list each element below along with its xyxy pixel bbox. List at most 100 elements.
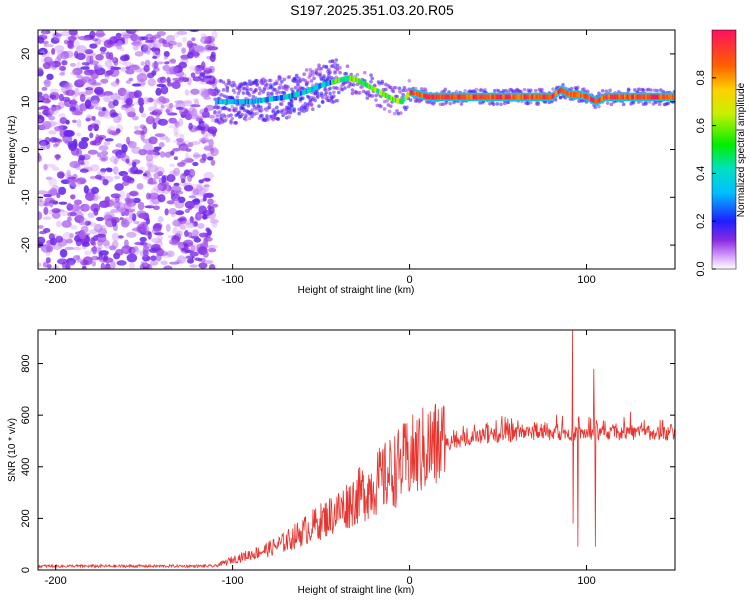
noise-blob [165,223,171,232]
ridge-halo-blob [322,74,326,78]
ridge-core-cell [432,94,436,100]
ridge-edge-cell [557,94,560,96]
noise-blob [70,180,81,188]
ridge-edge-cell [482,92,485,95]
ridge-edge-cell [532,92,535,95]
noise-blob [203,67,212,74]
snr-x-label: Height of straight line (km) [298,585,415,596]
noise-blob [198,120,205,126]
ridge-edge-cell [523,92,526,95]
ridge-halo-blob [280,110,284,114]
ridge-edge-cell [466,92,470,95]
noise-blob [207,244,216,253]
noise-blob [96,216,104,222]
ridge-core-cell [670,94,674,100]
noise-blob [95,32,106,37]
noise-blob [67,40,74,49]
noise-blob [49,187,58,197]
ridge-edge-cell [541,99,545,102]
ridge-core-cell [578,92,582,98]
ridge-edge-cell [530,92,533,95]
ridge-edge-cell [440,99,443,102]
ridge-edge-cell [629,92,633,95]
ridge-edge-cell [546,99,549,102]
ridge-halo-blob [609,102,614,107]
ridge-edge-cell [624,99,627,102]
noise-blob [111,240,119,249]
ridge-core-cell [410,89,413,95]
noise-blob [173,126,179,135]
noise-blob [112,166,119,175]
ridge-core-cell [441,94,444,100]
noise-blob [170,185,182,193]
ridge-halo-blob [443,87,448,92]
ridge-core-cell [364,82,368,88]
ridge-core-cell [282,94,286,100]
ridge-core-cell [517,94,521,100]
ridge-core-cell [645,94,648,100]
ridge-core-cell [633,94,637,100]
noise-blob [137,96,143,105]
ridge-core-cell [444,94,447,100]
noise-blob [76,148,82,158]
ridge-core-cell [421,92,424,98]
ridge-edge-cell [561,86,565,89]
ridge-core-cell [255,98,259,104]
noise-blob [150,260,159,266]
noise-blob [173,182,180,187]
ridge-edge-cell [455,99,458,102]
noise-blob [70,70,81,76]
ridge-edge-cell [425,99,429,101]
noise-blob [56,192,61,199]
noise-blob [53,143,59,148]
ridge-halo-blob [355,72,360,77]
noise-blob [97,239,103,247]
noise-blob [128,77,134,82]
ridge-core-cell [280,95,283,101]
ridge-core-cell [240,99,243,105]
ridge-edge-cell [655,92,658,95]
noise-blob [91,103,97,107]
ridge-edge-cell [512,99,515,102]
noise-blob [172,226,178,236]
ridge-halo-blob [528,100,533,105]
ridge-halo-blob [213,91,217,96]
noise-blob [79,168,89,173]
ridge-edge-cell [648,99,651,102]
ridge-edge-cell [517,92,521,95]
noise-blob [85,87,94,91]
noise-blob [58,125,68,130]
noise-blob [153,99,158,108]
ridge-core-cell [415,91,419,97]
noise-blob [189,264,198,268]
noise-blob [190,244,196,253]
noise-blob [38,225,44,229]
ridge-core-cell [321,82,324,88]
noise-blob [201,209,213,216]
noise-blob [59,65,67,71]
ridge-halo-blob [225,86,230,91]
ridge-core-cell [454,94,457,100]
ridge-core-cell [355,77,358,83]
ridge-edge-cell [441,92,444,95]
ridge-halo-blob [600,89,605,93]
noise-blob [168,43,173,50]
ridge-edge-cell [496,92,499,95]
noise-blob [124,239,129,249]
ridge-edge-cell [641,99,644,102]
ridge-core-cell [489,94,492,100]
snr-panel: -200 -100 0 100 0 200 400 600 800 Height of str… [7,329,676,596]
noise-blob [167,234,174,239]
noise-blob [81,62,90,66]
ridge-edge-cell [526,92,529,95]
noise-blob [175,210,185,216]
ridge-edge-cell [519,92,522,95]
ridge-edge-cell [670,99,674,102]
noise-blob [115,78,120,85]
ridge-edge-cell [537,92,540,95]
ridge-core-cell [274,95,277,101]
noise-blob [157,118,169,126]
ridge-core-cell [339,77,342,83]
noise-blob [87,212,95,219]
